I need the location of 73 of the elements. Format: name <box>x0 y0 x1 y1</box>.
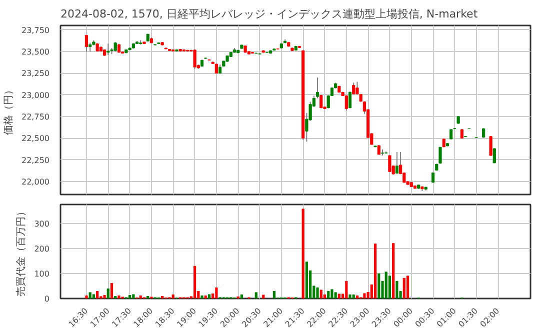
bar <box>215 287 218 298</box>
bar <box>172 294 174 298</box>
y-tick-label: 23,500 <box>22 48 50 56</box>
bar <box>161 296 164 298</box>
bar <box>345 280 348 298</box>
bar <box>208 294 211 298</box>
bar <box>348 294 352 298</box>
y-tick-label: 23,250 <box>22 69 50 78</box>
bar <box>356 295 359 298</box>
bar <box>106 288 110 298</box>
y-tick-label: 0 <box>44 294 50 304</box>
y-tick-label: 22,000 <box>22 178 50 186</box>
bar <box>305 262 308 298</box>
bar <box>363 293 366 298</box>
candlestick <box>492 148 496 164</box>
candlestick <box>344 94 348 111</box>
y-tick-label: 200 <box>34 244 50 254</box>
bar <box>378 273 380 298</box>
bar <box>338 294 340 298</box>
y-tick-label: 100 <box>34 269 50 278</box>
bar <box>88 292 92 298</box>
candlestick <box>377 144 380 156</box>
candlestick <box>489 136 492 156</box>
bar <box>103 294 106 298</box>
bar <box>320 290 322 298</box>
bar <box>384 272 388 298</box>
y-tick-label: 22,250 <box>22 156 50 165</box>
bar <box>85 295 88 298</box>
candlestick <box>450 128 453 140</box>
bar <box>193 266 196 298</box>
y-tick-label: 22,500 <box>22 134 50 144</box>
bar <box>262 294 265 298</box>
bar <box>139 295 142 298</box>
bar <box>330 289 334 298</box>
bar <box>302 208 304 298</box>
chart-title: 2024-08-02, 1570, 日経平均レバレッジ・インデックス連動型上場投信, N-market <box>60 8 478 20</box>
y-axis-title: 価格（円） <box>2 85 15 135</box>
bar <box>240 294 244 298</box>
bar <box>327 290 330 298</box>
candlestick <box>84 34 88 52</box>
bar <box>402 278 406 298</box>
bar <box>200 295 204 298</box>
y-tick-label: 23,750 <box>22 26 50 35</box>
bar <box>114 296 117 298</box>
bar <box>128 294 132 298</box>
bar <box>254 292 258 298</box>
candlestick <box>193 48 196 70</box>
bar <box>352 294 355 298</box>
bar <box>406 276 410 298</box>
bar <box>204 295 207 298</box>
y-tick-label: 23,000 <box>22 90 50 100</box>
bar <box>96 290 99 298</box>
y-axis-title: 売買代金（百万円） <box>15 206 28 296</box>
candlestick <box>106 43 110 56</box>
candlestick <box>388 154 392 172</box>
bar <box>110 282 114 298</box>
bar <box>392 243 395 298</box>
bar <box>334 292 337 298</box>
y-tick-label: 22,750 <box>22 112 50 122</box>
candlestick <box>395 152 398 174</box>
candlestick <box>348 90 352 109</box>
bar <box>374 244 377 298</box>
bar <box>132 294 135 298</box>
y-tick-label: 300 <box>34 219 50 228</box>
candlestick <box>114 41 117 52</box>
bar <box>118 295 120 298</box>
bar <box>146 296 150 298</box>
bar <box>388 276 392 298</box>
bar <box>92 294 96 298</box>
bar <box>316 287 319 298</box>
candlestick <box>117 43 121 54</box>
bar <box>272 290 276 298</box>
bar <box>396 280 398 298</box>
